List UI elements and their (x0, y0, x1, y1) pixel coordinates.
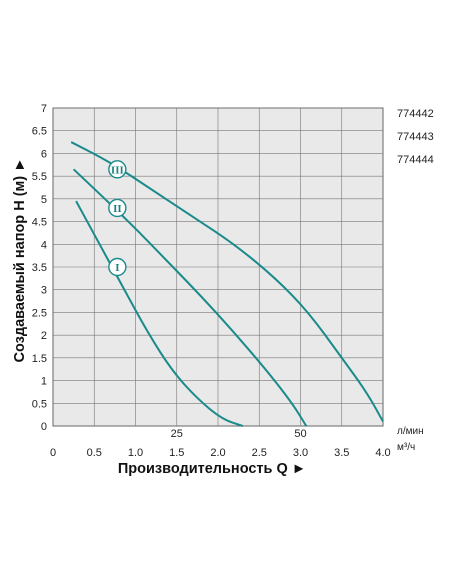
curve-marker-i (108, 257, 127, 277)
y-axis-title: Создаваемый напор Н (м) ► (12, 158, 28, 363)
curve-marker-label: III (111, 164, 124, 176)
y-tick-label: 3.5 (32, 262, 47, 274)
y-tick-label: 7 (41, 103, 47, 115)
x-tick-label-m3h: 1.5 (169, 447, 184, 459)
x-tick-label-m3h: 3.0 (293, 447, 308, 459)
x-tick-label-m3h: 2.0 (210, 447, 225, 459)
y-tick-label: 6.5 (32, 126, 47, 138)
y-tick-label: 3 (41, 285, 47, 297)
x-tick-label-m3h: 0.5 (87, 447, 102, 459)
curve-marker-label: I (115, 262, 119, 274)
curve-marker-iii (108, 160, 127, 179)
y-tick-label: 1 (41, 376, 47, 388)
grid (52, 107, 384, 427)
x-tick-label-m3h: 4.0 (375, 447, 390, 459)
curve-marker-ii (108, 198, 127, 218)
x-axis-title: Производительность Q ► (118, 461, 306, 477)
curve-marker-label: II (113, 203, 122, 215)
y-tick-label: 2 (41, 330, 47, 342)
y-tick-label: 0.5 (32, 398, 47, 410)
model-legend: 774442 774443 774444 (397, 108, 434, 166)
y-tick-label: 2.5 (32, 307, 47, 319)
model-number: 774442 (397, 108, 434, 120)
y-tick-label: 1.5 (32, 353, 47, 365)
unit-m3h: м³/ч (397, 442, 415, 453)
model-number: 774443 (397, 131, 434, 143)
unit-lpm: л/мин (397, 426, 424, 437)
x-tick-label-m3h: 1.0 (128, 447, 143, 459)
curve-ii (72, 168, 308, 427)
y-tick-label: 4 (41, 239, 47, 251)
y-tick-label: 5 (41, 194, 47, 206)
x-tick-label-lpm: 25 (171, 428, 183, 440)
y-tick-label: 0 (41, 421, 47, 433)
y-tick-label: 5.5 (32, 171, 47, 183)
x-tick-label-m3h: 2.5 (252, 447, 267, 459)
x-tick-label-lpm: 50 (294, 428, 306, 440)
x-tick-label-m3h: 0 (50, 447, 56, 459)
curve-i (75, 200, 244, 427)
x-tick-labels: 0 0.5 1.0 1.5 2.0 2.5 3.0 3.5 4.0 25 50 (50, 428, 391, 459)
y-tick-label: 6 (41, 148, 47, 160)
y-tick-labels: 7 6.5 6 5.5 5 4.5 4 3.5 3 2.5 2 1.5 1 0.5 0 (32, 103, 47, 433)
x-tick-label-m3h: 3.5 (334, 447, 349, 459)
y-tick-label: 4.5 (32, 217, 47, 229)
model-number: 774444 (397, 154, 434, 166)
